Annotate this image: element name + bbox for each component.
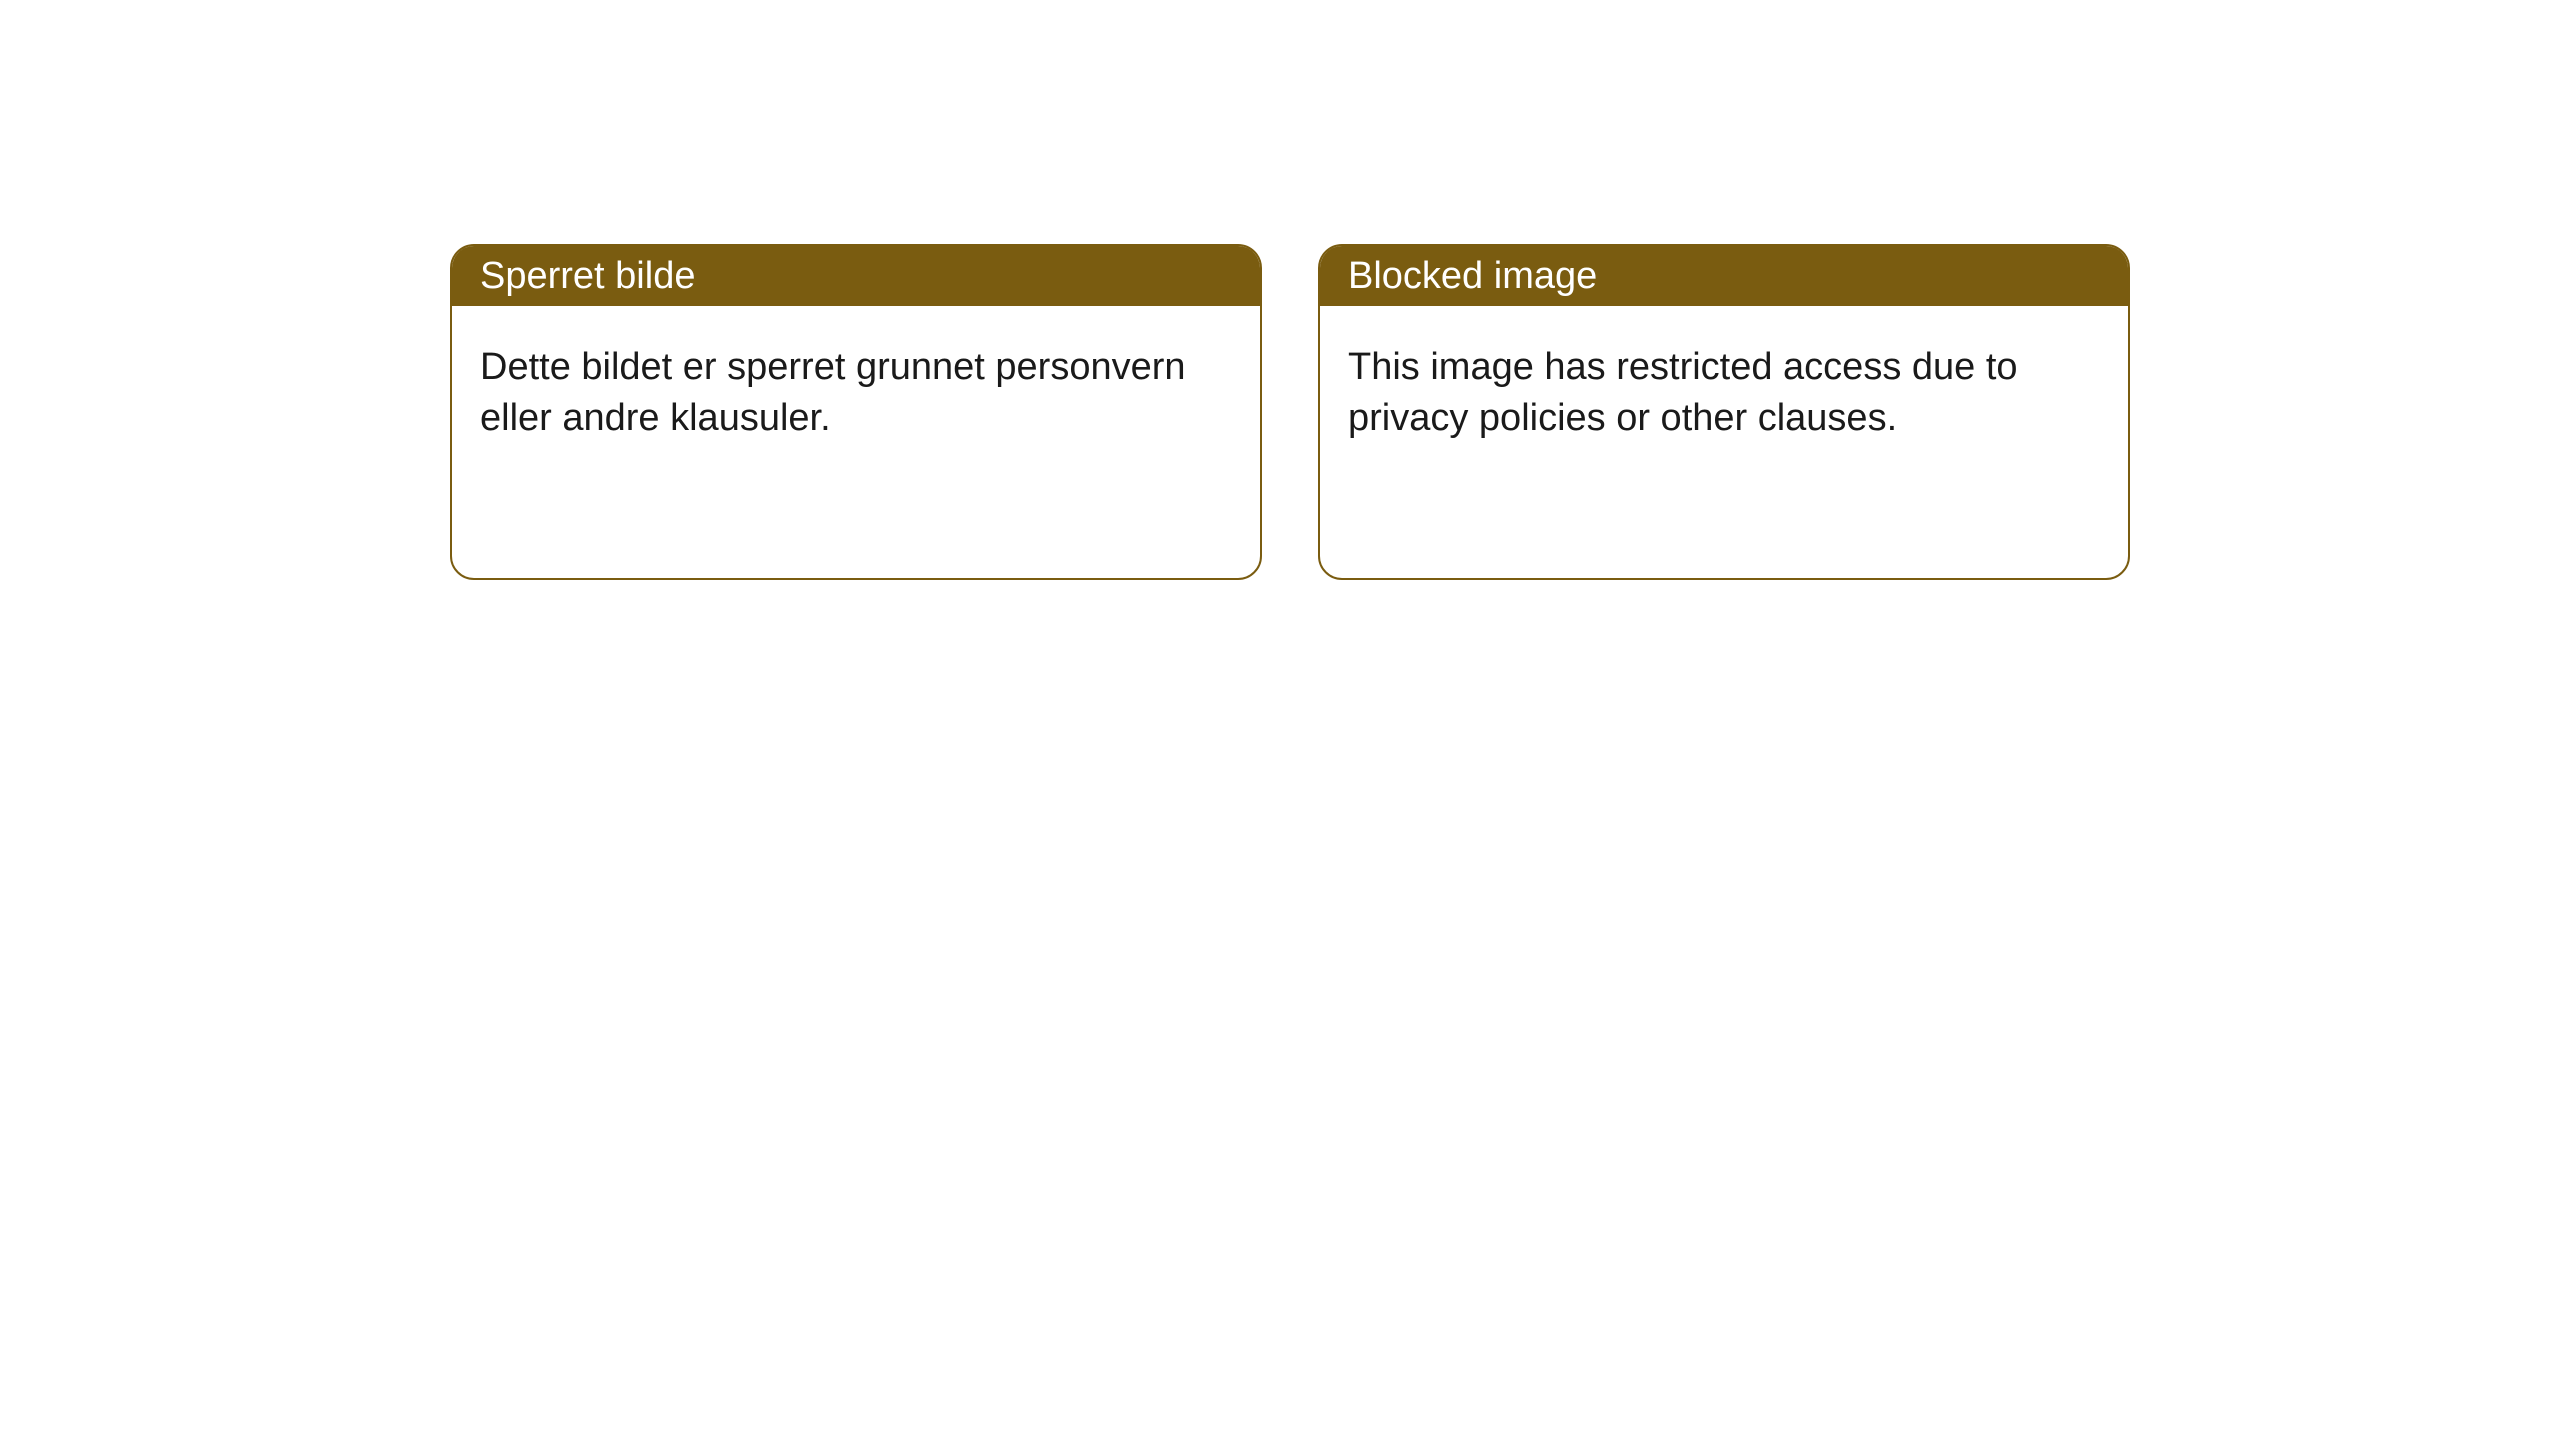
blocked-image-card-norwegian: Sperret bilde Dette bildet er sperret gr… xyxy=(450,244,1262,580)
card-title: Sperret bilde xyxy=(480,255,695,298)
card-header: Blocked image xyxy=(1320,246,2128,306)
card-body-text: Dette bildet er sperret grunnet personve… xyxy=(480,346,1186,439)
card-body: Dette bildet er sperret grunnet personve… xyxy=(452,306,1260,481)
card-body-text: This image has restricted access due to … xyxy=(1348,346,2018,439)
card-body: This image has restricted access due to … xyxy=(1320,306,2128,481)
card-header: Sperret bilde xyxy=(452,246,1260,306)
card-title: Blocked image xyxy=(1348,255,1597,298)
notice-container: Sperret bilde Dette bildet er sperret gr… xyxy=(0,0,2560,580)
blocked-image-card-english: Blocked image This image has restricted … xyxy=(1318,244,2130,580)
